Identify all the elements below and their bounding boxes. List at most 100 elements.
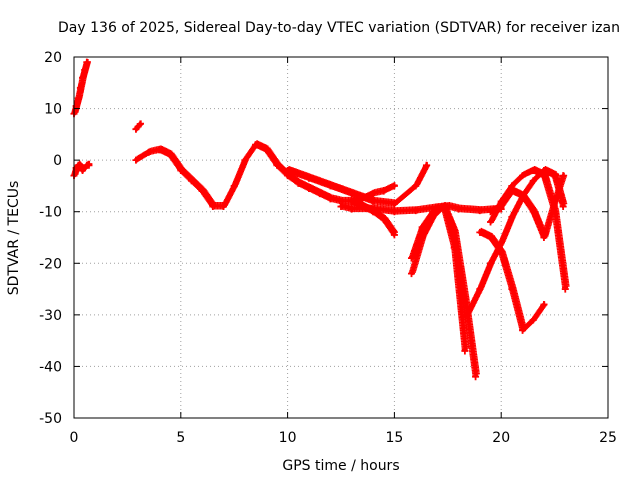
data-point <box>559 172 567 180</box>
data-point <box>369 197 377 205</box>
data-point <box>422 161 430 169</box>
data-point <box>316 190 324 198</box>
data-point <box>79 74 87 82</box>
data-point <box>497 203 505 211</box>
data-point <box>166 151 174 159</box>
data-point <box>508 285 516 293</box>
data-point <box>497 249 505 257</box>
data-point <box>85 161 93 169</box>
series-main-wave <box>132 140 398 211</box>
data-point <box>461 347 469 355</box>
data-point <box>262 146 270 154</box>
data-point <box>540 234 548 241</box>
y-tick-label: 20 <box>44 50 62 66</box>
data-point <box>529 166 537 174</box>
data-point <box>74 94 82 102</box>
data-point <box>252 141 260 149</box>
y-tick-label: -10 <box>39 205 62 221</box>
data-point <box>76 84 84 92</box>
axis-ticks <box>73 56 609 419</box>
data-point <box>198 187 206 195</box>
data-point <box>305 174 313 182</box>
data-point <box>540 301 548 309</box>
data-point <box>561 285 569 293</box>
data-point <box>476 207 484 215</box>
y-tick-label: 0 <box>53 153 62 169</box>
data-point <box>551 197 559 205</box>
data-point <box>407 270 415 278</box>
data-point <box>529 177 537 185</box>
data-point <box>348 205 356 213</box>
data-point <box>155 146 163 154</box>
data-point <box>407 254 415 262</box>
data-point <box>472 373 480 381</box>
series-arch-d <box>476 227 548 334</box>
data-point <box>177 166 185 174</box>
series-isolated <box>132 120 145 133</box>
y-tick-label: -30 <box>39 308 62 324</box>
data-point <box>529 208 537 216</box>
data-point <box>476 285 484 293</box>
y-axis-label: SDTVAR / TECUs <box>6 181 22 296</box>
x-tick-label: 20 <box>492 430 510 446</box>
data-point <box>220 203 228 211</box>
data-point <box>476 228 484 236</box>
series-arch-b <box>407 202 470 355</box>
data-point <box>390 182 398 190</box>
data-point <box>487 234 495 241</box>
data-point <box>390 208 398 216</box>
x-tick-label: 10 <box>279 430 297 446</box>
data-point <box>487 259 495 267</box>
y-tick-label: 10 <box>44 102 62 118</box>
data-point <box>440 203 448 211</box>
data-point <box>294 179 302 187</box>
data-point <box>380 187 388 195</box>
data-point <box>508 187 516 195</box>
data-point <box>132 156 140 164</box>
data-points <box>70 58 570 381</box>
x-tick-label: 15 <box>385 430 403 446</box>
data-point <box>326 182 334 190</box>
series-upper-branch <box>284 161 431 208</box>
data-point <box>551 172 559 180</box>
data-point <box>81 66 89 74</box>
data-point <box>369 205 377 213</box>
data-point <box>463 311 471 319</box>
data-point <box>412 207 420 215</box>
y-tick-label: -50 <box>39 411 62 427</box>
data-point <box>83 58 91 66</box>
data-point <box>540 172 548 180</box>
y-tick-labels: -50 -40 -30 -20 -10 0 10 20 <box>39 50 62 427</box>
x-tick-label: 0 <box>70 430 79 446</box>
data-point <box>209 203 217 211</box>
series-trail <box>476 227 548 334</box>
data-point <box>461 295 469 303</box>
data-point <box>337 203 345 211</box>
chart-title: Day 136 of 2025, Sidereal Day-to-day VTE… <box>58 20 620 36</box>
data-point <box>519 172 527 180</box>
data-point <box>390 200 398 208</box>
x-tick-label: 25 <box>599 430 617 446</box>
x-axis-label: GPS time / hours <box>282 458 399 474</box>
data-point <box>454 205 462 213</box>
x-tick-label: 5 <box>176 430 185 446</box>
data-point <box>450 244 458 252</box>
data-point <box>305 185 313 193</box>
data-point <box>230 182 238 190</box>
data-point <box>487 208 495 216</box>
data-point <box>136 120 144 128</box>
series-arch-e <box>487 165 570 293</box>
data-point <box>519 192 527 200</box>
data-point <box>241 156 249 164</box>
data-point <box>348 197 356 205</box>
data-point <box>187 177 195 185</box>
data-point <box>284 166 292 174</box>
plot-frame <box>73 56 609 419</box>
data-point <box>380 215 388 223</box>
data-point <box>418 223 426 231</box>
data-point <box>559 203 567 211</box>
data-point <box>529 316 537 324</box>
data-point <box>412 182 420 190</box>
data-point <box>390 231 398 239</box>
